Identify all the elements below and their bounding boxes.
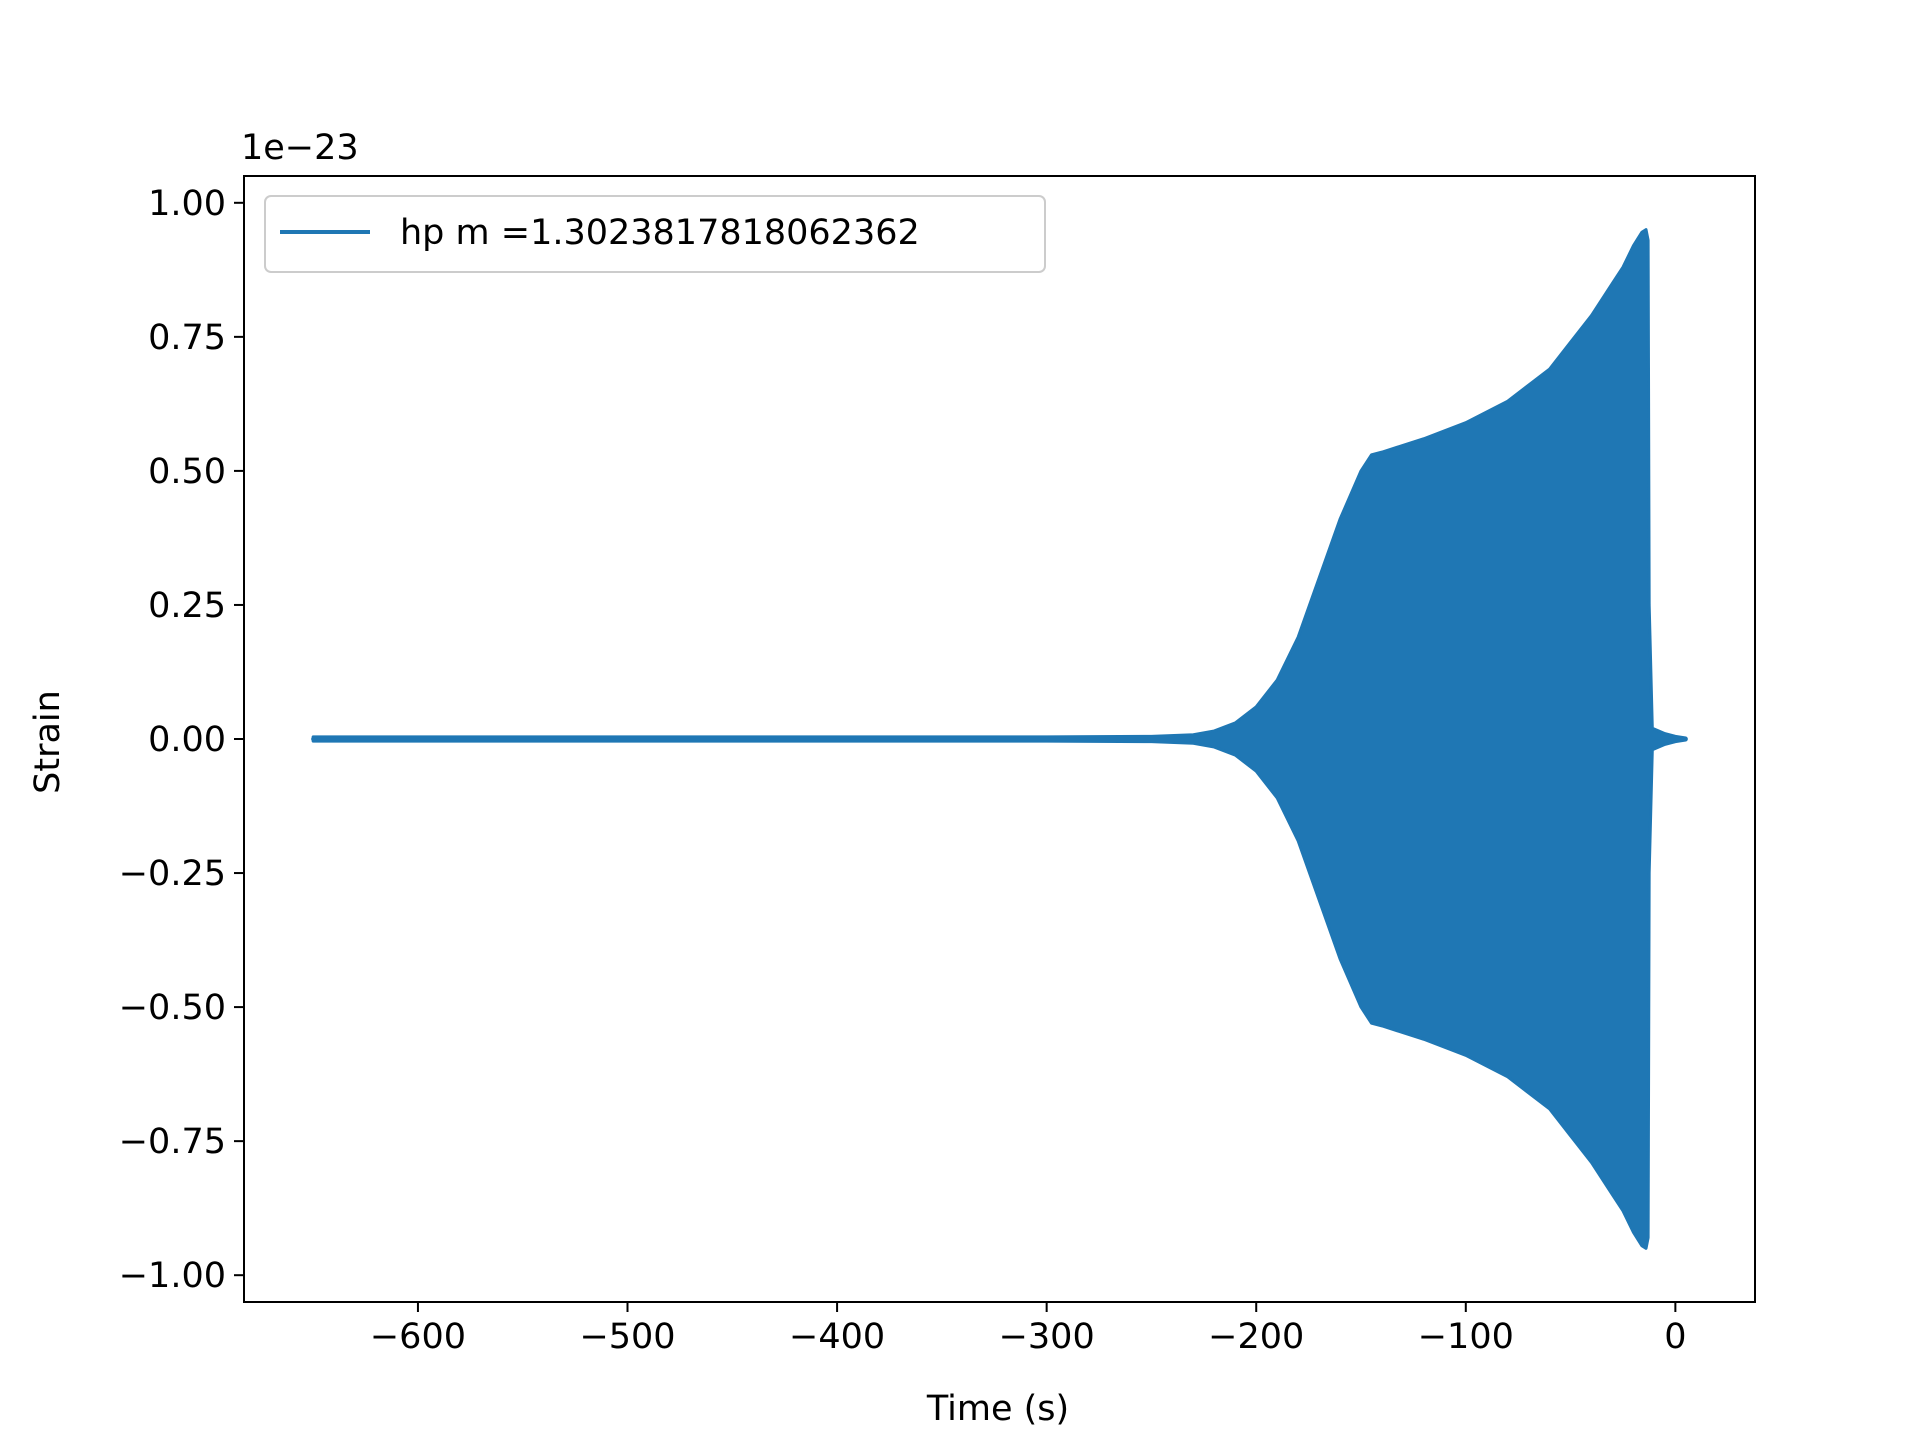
y-axis-offset-label: 1e−23 [241, 128, 359, 168]
x-tick-label: −400 [789, 1317, 885, 1357]
y-tick-label: −0.25 [119, 854, 226, 894]
legend: hp m =1.3023817818062362 [264, 195, 1046, 273]
y-tick-label: 0.25 [148, 586, 226, 626]
y-tick-label: 0.50 [148, 452, 226, 492]
x-tick-label: −100 [1418, 1317, 1514, 1357]
y-tick-label: 0.75 [148, 318, 226, 358]
x-tick-label: 0 [1664, 1317, 1686, 1357]
y-tick-label: −1.00 [119, 1256, 226, 1296]
y-tick-label: 1.00 [148, 184, 226, 224]
x-tick-label: −200 [1208, 1317, 1304, 1357]
x-tick-label: −500 [579, 1317, 675, 1357]
x-axis-label: Time (s) [926, 1389, 1069, 1429]
legend-series-label: hp m =1.3023817818062362 [400, 213, 920, 253]
x-tick-label: −600 [370, 1317, 466, 1357]
y-axis-label: Strain [28, 690, 68, 794]
y-tick-label: −0.75 [119, 1122, 226, 1162]
plot-area [311, 228, 1688, 1250]
y-tick-label: −0.50 [119, 988, 226, 1028]
x-axis-ticks: −600 −500 −400 −300 −200 −100 0 [370, 1302, 1687, 1357]
x-tick-label: −300 [999, 1317, 1095, 1357]
legend-box [264, 195, 1046, 273]
y-tick-label: 0.00 [148, 720, 226, 760]
y-axis-ticks: 1.00 0.75 0.50 0.25 0.00 −0.25 −0.50 −0.75 −1.00 [119, 184, 244, 1296]
axes-frame [243, 175, 1756, 1303]
